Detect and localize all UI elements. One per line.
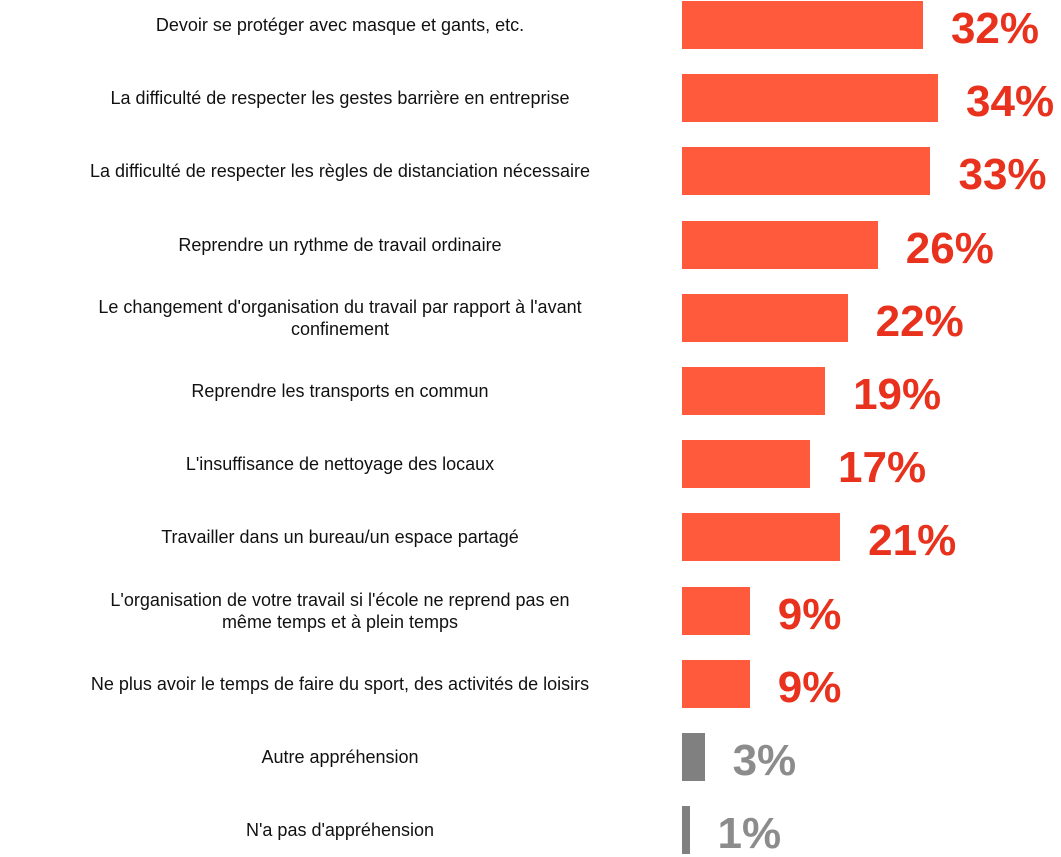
category-label: La difficulté de respecter les gestes ba… xyxy=(110,88,570,109)
value-label: 22% xyxy=(875,296,964,346)
value-label: 9% xyxy=(777,589,842,639)
value-label: 21% xyxy=(868,516,957,566)
category-label: L'insuffisance de nettoyage des locaux xyxy=(185,454,495,475)
value-label: 26% xyxy=(905,223,994,273)
value-label: 19% xyxy=(853,370,942,419)
bar xyxy=(682,147,931,196)
value-label: 17% xyxy=(838,443,927,493)
bar xyxy=(682,513,841,562)
category-label: Ne plus avoir le temps de faire du sport… xyxy=(90,673,590,694)
value-label: 34% xyxy=(966,77,1055,127)
value-label: 32% xyxy=(950,4,1040,53)
category-label: Reprendre un rythme de travail ordinaire xyxy=(178,234,502,255)
category-label: Devoir se protéger avec masque et gants,… xyxy=(155,15,525,35)
bar xyxy=(682,293,848,342)
bar xyxy=(682,659,750,708)
bar xyxy=(682,806,690,855)
category-label: La difficulté de respecter les règles de… xyxy=(90,161,590,182)
category-label: Reprendre les transports en commun xyxy=(191,381,489,401)
bar xyxy=(682,220,878,269)
bar xyxy=(682,74,939,123)
bar xyxy=(682,1,923,49)
category-label: N'a pas d'appréhension xyxy=(245,820,434,841)
bar xyxy=(682,586,750,635)
bar xyxy=(682,367,826,415)
category-label: Travailler dans un bureau/un espace part… xyxy=(161,527,519,548)
category-label: L'organisation de votre travail si l'éco… xyxy=(110,589,570,632)
bar xyxy=(682,440,810,489)
value-label: 9% xyxy=(777,662,842,712)
bar xyxy=(682,733,705,781)
category-label: Le changement d'organisation du travail … xyxy=(98,296,582,339)
category-label: Autre appréhension xyxy=(261,747,419,767)
value-label: 33% xyxy=(958,150,1047,200)
value-label: 1% xyxy=(717,809,782,857)
value-label: 3% xyxy=(732,736,797,785)
